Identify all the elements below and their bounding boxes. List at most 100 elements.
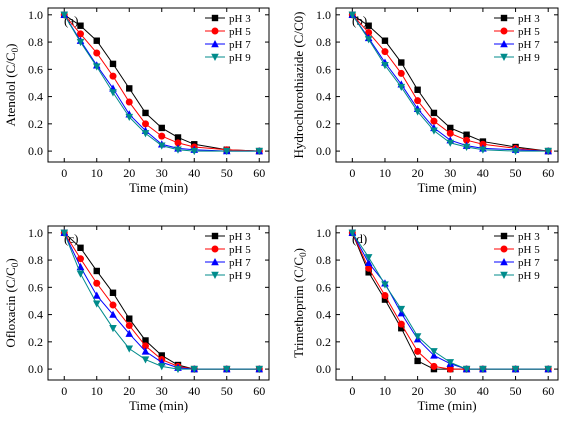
data-point [142,109,149,117]
data-point [348,11,357,19]
y-tick-label: 0.6 [316,280,331,294]
legend-marker [211,40,219,48]
x-tick-label: 20 [123,384,135,398]
legend-label: pH 3 [518,231,540,243]
data-point [222,147,231,156]
x-tick-label: 0 [349,384,355,398]
data-point [397,69,405,77]
x-tick-label: 0 [349,166,355,180]
data-point [381,296,389,303]
series-ph-9 [60,11,264,156]
data-point [93,37,100,44]
data-point [92,63,101,71]
data-point [92,300,101,308]
legend-marker [500,258,508,266]
y-tick-label: 1.0 [316,8,331,22]
legend-marker [500,232,508,240]
data-point [446,139,455,147]
plot-frame [47,7,270,163]
data-point [125,113,134,122]
chart-panel-2: 0 10 20 30 40 50 60 0.0 0.2 0.4 0.6 0.8 1.0 Time (min… [291,7,559,195]
data-point [414,97,422,105]
data-point [365,22,372,29]
chart-panel-4: 0 10 20 30 40 50 60 0.0 0.2 0.4 0.6 0.8 1.0 Time (min… [291,225,559,413]
data-point [93,279,101,287]
x-tick-label: 20 [412,384,424,398]
legend-label: pH 9 [229,270,251,282]
x-tick-label: 0 [61,166,67,180]
data-point [255,147,264,156]
legend-marker [211,27,219,35]
y-tick-label: 0.0 [316,144,331,158]
data-point [381,37,389,44]
data-point [397,305,406,314]
y-axis-label: Hydrochlorothiazide (C/C0) [291,12,306,159]
data-point [381,292,389,300]
legend-marker [211,53,219,61]
data-point [174,139,182,147]
data-point [109,301,117,309]
data-point [479,140,487,148]
x-tick-label: 40 [188,384,200,398]
data-point [463,131,470,138]
data-point [109,289,117,296]
legend-marker [500,14,508,22]
legend-marker [500,53,508,61]
y-axis-label: Ofloxacin (C/C0) [3,258,20,347]
data-point [125,345,134,353]
legend: pH 3pH 5pH 7pH 9 [205,231,251,282]
x-tick-label: 30 [444,384,456,398]
legend-marker [500,271,508,279]
y-tick-label: 0.2 [28,117,43,131]
x-tick-label: 0 [61,384,67,398]
data-point [381,62,389,70]
x-axis-label: Time (min) [129,180,188,195]
data-point [365,264,373,272]
data-point [157,142,166,150]
data-point [158,352,165,359]
y-tick-label: 0.6 [316,62,331,76]
legend-marker [211,258,219,266]
series-ph-9 [348,11,553,156]
data-point [397,83,406,92]
x-axis-label: Time (min) [129,398,188,413]
chart-panel-3: 0 10 20 30 40 50 60 0.0 0.2 0.4 0.6 0.8 1.0 Time (min… [3,225,270,413]
y-tick-label: 0.8 [28,35,43,49]
data-point [414,347,422,355]
data-point [174,134,182,141]
y-tick-label: 0.8 [316,253,331,267]
legend-label: pH 5 [229,244,251,256]
x-tick-label: 10 [379,166,391,180]
series-ph-9 [60,229,264,374]
legend: pH 3pH 5pH 7pH 9 [494,13,540,64]
legend-label: pH 7 [229,39,251,51]
x-tick-label: 60 [542,384,554,398]
data-point [398,325,405,332]
data-point [413,333,422,341]
data-point [398,59,405,66]
data-point [365,269,372,276]
plot-frame [47,225,270,381]
y-tick-label: 0.4 [28,308,43,322]
legend-label: pH 9 [229,52,251,64]
x-tick-label: 50 [221,384,233,398]
y-tick-label: 0.6 [28,280,43,294]
legend-marker [500,27,508,35]
y-tick-label: 0.8 [316,35,331,49]
data-point [125,98,133,106]
data-point [158,132,166,140]
series-ph-9 [348,229,553,374]
data-point [381,281,389,289]
data-point [413,108,422,116]
data-point [364,254,373,262]
data-point [446,129,454,137]
data-point [142,120,149,128]
legend-label: pH 5 [518,244,540,256]
legend-label: pH 7 [229,257,251,269]
data-point [126,85,133,92]
data-point [60,229,69,237]
data-point [430,127,438,135]
data-point [109,60,117,68]
legend-label: pH 7 [518,39,540,51]
